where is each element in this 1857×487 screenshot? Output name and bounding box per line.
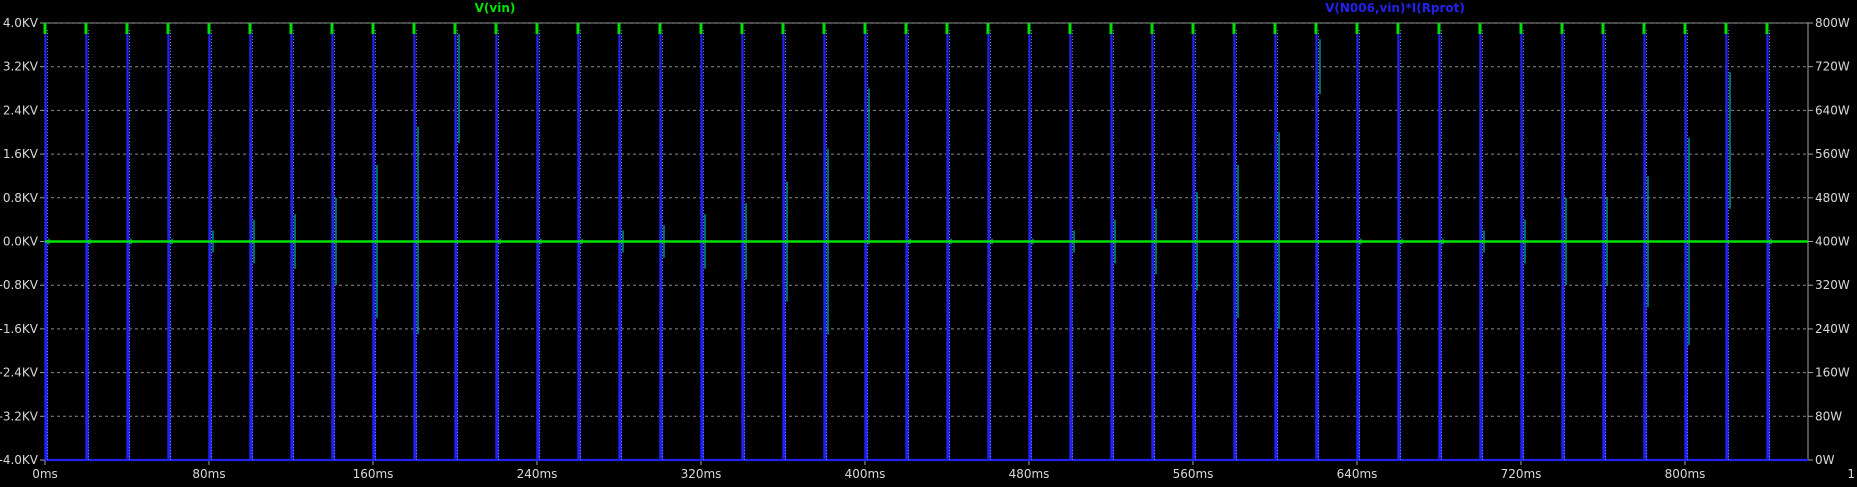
left-tick-label: 1.6KV: [3, 147, 39, 161]
x-axis: 0ms 80ms 160ms 240ms 320ms 400ms 480ms 560ms 640…: [32, 460, 1705, 481]
x-tick-label: 560ms: [1173, 467, 1214, 481]
x-axis-edge-label: 1: [1847, 467, 1855, 481]
right-tick-label: 640W: [1815, 103, 1850, 117]
right-tick-label: 480W: [1815, 191, 1850, 205]
left-tick-label: 4.0KV: [3, 16, 39, 30]
x-tick-label: 400ms: [845, 467, 886, 481]
left-tick-label: -1.6KV: [0, 322, 39, 336]
left-axis: 4.0KV 3.2KV 2.4KV 1.6KV 0.8KV 0.0KV -0.8KV -1.6…: [0, 16, 45, 467]
left-tick-label: -3.2KV: [0, 409, 39, 423]
right-axis: 800W 720W 640W 560W 480W 400W 320W 240W 160W 80W 0…: [1808, 16, 1850, 467]
right-tick-label: 0W: [1815, 453, 1835, 467]
right-tick-label: 320W: [1815, 278, 1850, 292]
right-tick-label: 720W: [1815, 60, 1850, 74]
x-tick-label: 720ms: [1501, 467, 1542, 481]
right-tick-label: 160W: [1815, 366, 1850, 380]
x-tick-label: 160ms: [353, 467, 394, 481]
right-tick-label: 400W: [1815, 235, 1850, 249]
left-tick-label: 0.0KV: [3, 235, 39, 249]
x-tick-label: 320ms: [681, 467, 722, 481]
legend-entry-power[interactable]: V(N006,vin)*I(Rprot): [1325, 1, 1465, 15]
x-tick-label: 0ms: [32, 467, 58, 481]
x-tick-label: 480ms: [1009, 467, 1050, 481]
x-tick-label: 640ms: [1337, 467, 1378, 481]
right-tick-label: 560W: [1815, 147, 1850, 161]
left-tick-label: -0.8KV: [0, 278, 39, 292]
left-tick-label: -4.0KV: [0, 453, 39, 467]
left-tick-label: 3.2KV: [3, 60, 39, 74]
left-tick-label: 2.4KV: [3, 103, 39, 117]
left-tick-label: 0.8KV: [3, 191, 39, 205]
right-tick-label: 240W: [1815, 322, 1850, 336]
x-tick-label: 240ms: [517, 467, 558, 481]
right-tick-label: 800W: [1815, 16, 1850, 30]
traces: [43, 22, 1808, 462]
right-tick-label: 80W: [1815, 409, 1842, 423]
legend-entry-vin[interactable]: V(vin): [475, 1, 516, 15]
left-tick-label: -2.4KV: [0, 366, 39, 380]
x-tick-label: 800ms: [1665, 467, 1706, 481]
x-tick-label: 80ms: [192, 467, 225, 481]
